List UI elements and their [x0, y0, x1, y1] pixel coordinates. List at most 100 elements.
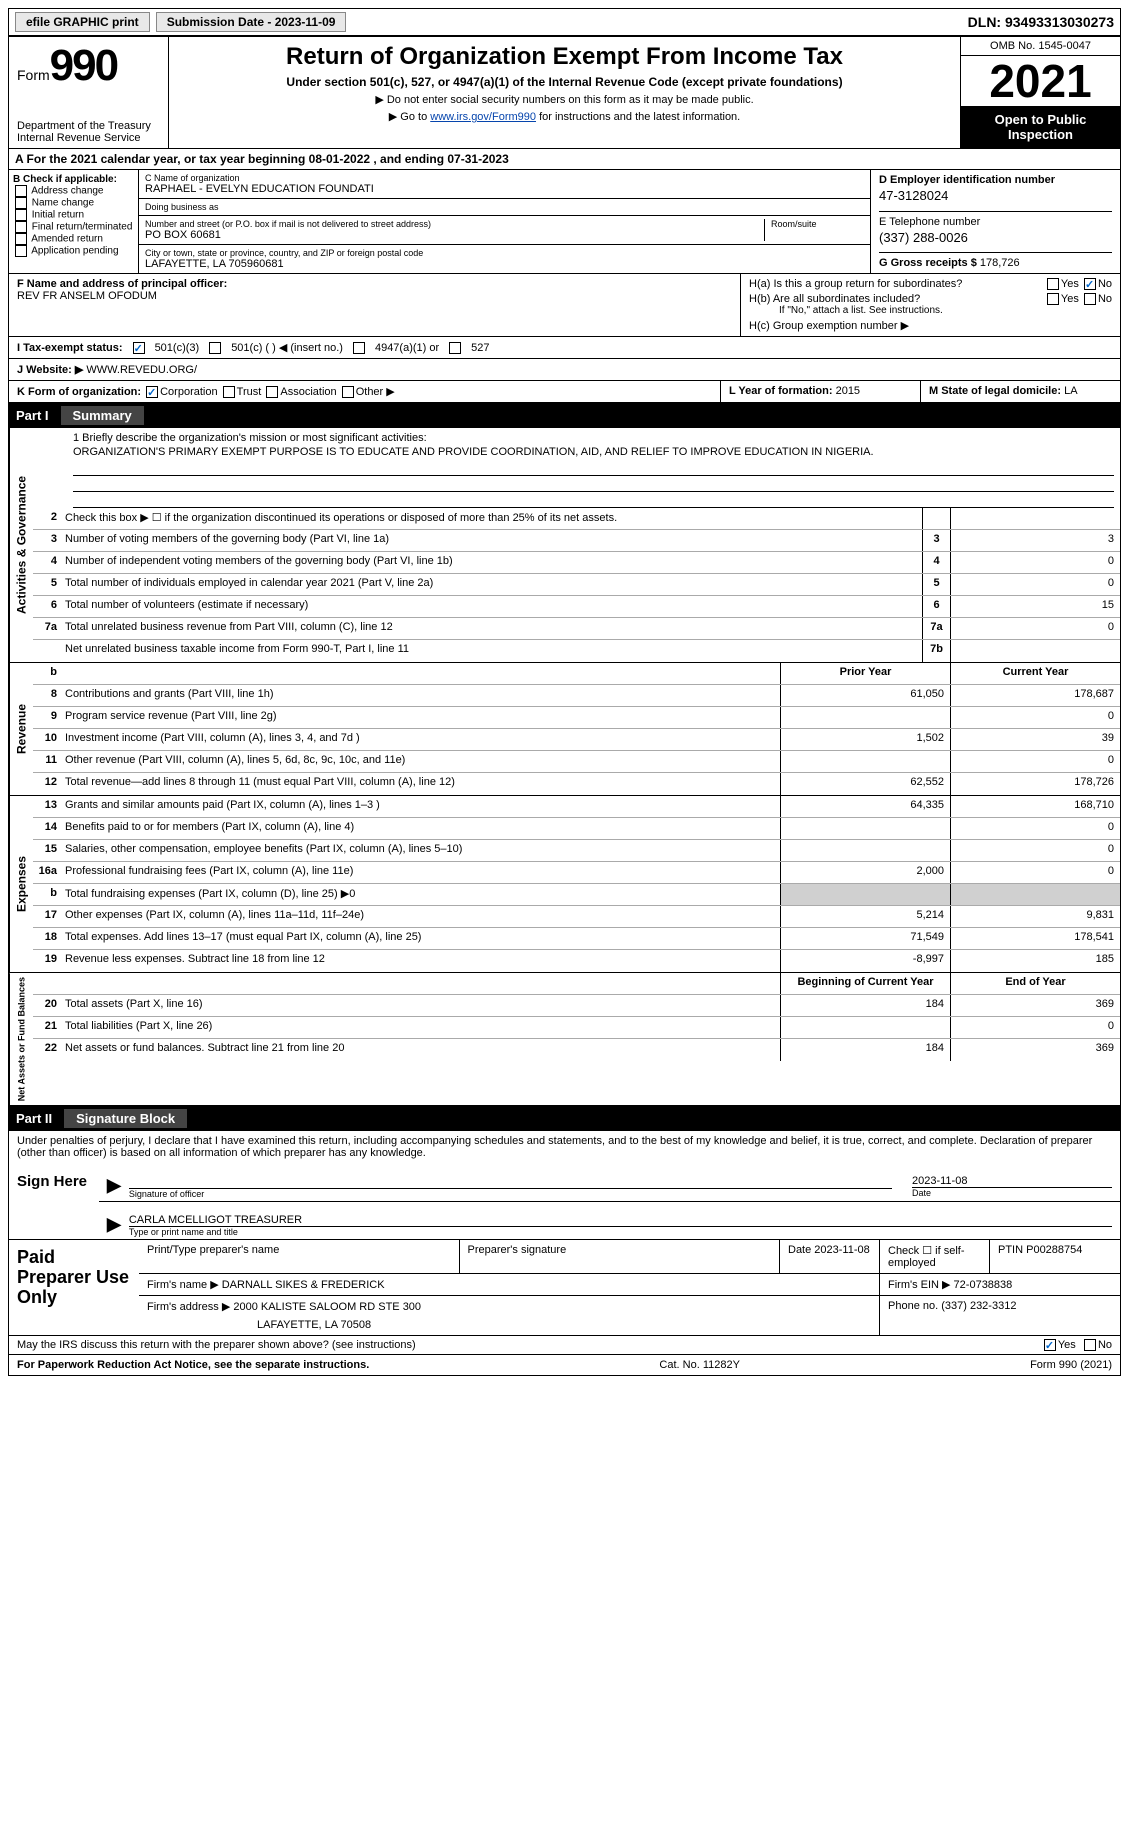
summary-line: 4Number of independent voting members of…	[33, 552, 1120, 574]
line-prior-year	[780, 818, 950, 839]
firm-name: Firm's name ▶ DARNALL SIKES & FREDERICK	[139, 1274, 880, 1295]
b-checkbox[interactable]	[15, 221, 27, 233]
line-text: Total assets (Part X, line 16)	[63, 995, 780, 1016]
line-value: 0	[950, 552, 1120, 573]
mission-text: ORGANIZATION'S PRIMARY EXEMPT PURPOSE IS…	[33, 446, 1120, 460]
line-prior-year	[780, 1017, 950, 1038]
4947a1-checkbox[interactable]	[353, 342, 365, 354]
irs-link[interactable]: www.irs.gov/Form990	[430, 111, 536, 123]
line-value: 15	[950, 596, 1120, 617]
dln-label: DLN: 93493313030273	[968, 14, 1114, 30]
line-text: Grants and similar amounts paid (Part IX…	[63, 796, 780, 817]
submission-date-button[interactable]: Submission Date - 2023-11-09	[156, 12, 347, 32]
line-text: Total number of volunteers (estimate if …	[63, 596, 922, 617]
trust-checkbox[interactable]	[223, 386, 235, 398]
activities-block: 1 Briefly describe the organization's mi…	[33, 428, 1120, 662]
line-text: Number of independent voting members of …	[63, 552, 922, 573]
line-current-year: 0	[950, 862, 1120, 883]
line-prior-year	[780, 751, 950, 772]
line-prior-year: -8,997	[780, 950, 950, 972]
summary-line: 19Revenue less expenses. Subtract line 1…	[33, 950, 1120, 972]
b-checkbox[interactable]	[15, 209, 27, 221]
signature-intro: Under penalties of perjury, I declare th…	[9, 1131, 1120, 1163]
sig-typed-name: CARLA MCELLIGOT TREASURER	[129, 1214, 1112, 1227]
vtab-net-assets: Net Assets or Fund Balances	[9, 973, 33, 1105]
gross-receipts-label: G Gross receipts $	[879, 257, 977, 269]
prep-date: Date 2023-11-08	[780, 1240, 880, 1273]
corp-checkbox[interactable]	[146, 386, 158, 398]
line-num: 6	[33, 596, 63, 617]
line-num: 12	[33, 773, 63, 795]
line-current-year: 0	[950, 707, 1120, 728]
other-checkbox[interactable]	[342, 386, 354, 398]
efile-button[interactable]: efile GRAPHIC print	[15, 12, 150, 32]
ha-no-checkbox[interactable]	[1084, 278, 1096, 290]
dba-label: Doing business as	[145, 202, 864, 212]
mission-blank-line	[73, 494, 1114, 508]
form-note-1: ▶ Do not enter social security numbers o…	[179, 93, 950, 106]
line-num: 13	[33, 796, 63, 817]
line-box: 5	[922, 574, 950, 595]
discuss-yes-checkbox[interactable]	[1044, 1339, 1056, 1351]
line-text: Program service revenue (Part VIII, line…	[63, 707, 780, 728]
hb-no-checkbox[interactable]	[1084, 293, 1096, 305]
year-formation-value: 2015	[836, 385, 860, 397]
summary-line: 10Investment income (Part VIII, column (…	[33, 729, 1120, 751]
line-current-year: 185	[950, 950, 1120, 972]
line-value: 0	[950, 618, 1120, 639]
line-text: Other revenue (Part VIII, column (A), li…	[63, 751, 780, 772]
b-checkbox[interactable]	[15, 197, 27, 209]
line-text: Net unrelated business taxable income fr…	[63, 640, 922, 662]
line-num: b	[33, 663, 63, 684]
ha-yes-checkbox[interactable]	[1047, 278, 1059, 290]
prep-self-employed: Check ☐ if self-employed	[880, 1240, 990, 1273]
firm-city: LAFAYETTE, LA 70508	[147, 1313, 871, 1331]
line-num: 10	[33, 729, 63, 750]
527-checkbox[interactable]	[449, 342, 461, 354]
ein-label: D Employer identification number	[879, 174, 1112, 186]
line-num: 11	[33, 751, 63, 772]
line-prior-year: 184	[780, 995, 950, 1016]
b-checkbox[interactable]	[15, 185, 27, 197]
line-current-year: 0	[950, 751, 1120, 772]
line-value	[950, 640, 1120, 662]
b-checkbox[interactable]	[15, 245, 27, 257]
501c3-checkbox[interactable]	[133, 342, 145, 354]
form-footer: Form 990 (2021)	[1030, 1359, 1112, 1371]
line-prior-year: 71,549	[780, 928, 950, 949]
revenue-block: b Prior Year Current Year 8Contributions…	[33, 663, 1120, 795]
line-text: Professional fundraising fees (Part IX, …	[63, 862, 780, 883]
b-checkbox[interactable]	[15, 233, 27, 245]
line-text: Contributions and grants (Part VIII, lin…	[63, 685, 780, 706]
501c-checkbox[interactable]	[209, 342, 221, 354]
vtab-revenue: Revenue	[9, 663, 33, 795]
line-text: Salaries, other compensation, employee b…	[63, 840, 780, 861]
line-num: 3	[33, 530, 63, 551]
preparer-title: Paid Preparer Use Only	[9, 1240, 139, 1335]
hb-yes-checkbox[interactable]	[1047, 293, 1059, 305]
discuss-row: May the IRS discuss this return with the…	[8, 1336, 1121, 1355]
mission-blank-line	[73, 478, 1114, 492]
begin-year-header: Beginning of Current Year	[780, 973, 950, 994]
pra-notice: For Paperwork Reduction Act Notice, see …	[17, 1359, 369, 1371]
summary-line: 20Total assets (Part X, line 16)184369	[33, 995, 1120, 1017]
discuss-no-checkbox[interactable]	[1084, 1339, 1096, 1351]
room-label: Room/suite	[771, 219, 864, 229]
assoc-checkbox[interactable]	[266, 386, 278, 398]
city-label: City or town, state or province, country…	[145, 248, 864, 258]
line-current-year: 39	[950, 729, 1120, 750]
tax-year: 2021	[961, 56, 1120, 106]
summary-line: 12Total revenue—add lines 8 through 11 (…	[33, 773, 1120, 795]
street-value: PO BOX 60681	[145, 229, 764, 241]
line-num: 17	[33, 906, 63, 927]
omb-number: OMB No. 1545-0047	[961, 37, 1120, 56]
preparer-block: Paid Preparer Use Only Print/Type prepar…	[8, 1240, 1121, 1336]
mission-label: 1 Briefly describe the organization's mi…	[33, 428, 1120, 446]
section-k: K Form of organization: Corporation Trus…	[9, 381, 720, 402]
form-header: Form990 Department of the Treasury Inter…	[8, 36, 1121, 149]
part-1-header: Part I Summary	[8, 403, 1121, 428]
year-formation-label: L Year of formation:	[729, 385, 833, 397]
line-num: 14	[33, 818, 63, 839]
website-label: J Website: ▶	[17, 364, 83, 376]
b-item: Name change	[13, 197, 134, 209]
